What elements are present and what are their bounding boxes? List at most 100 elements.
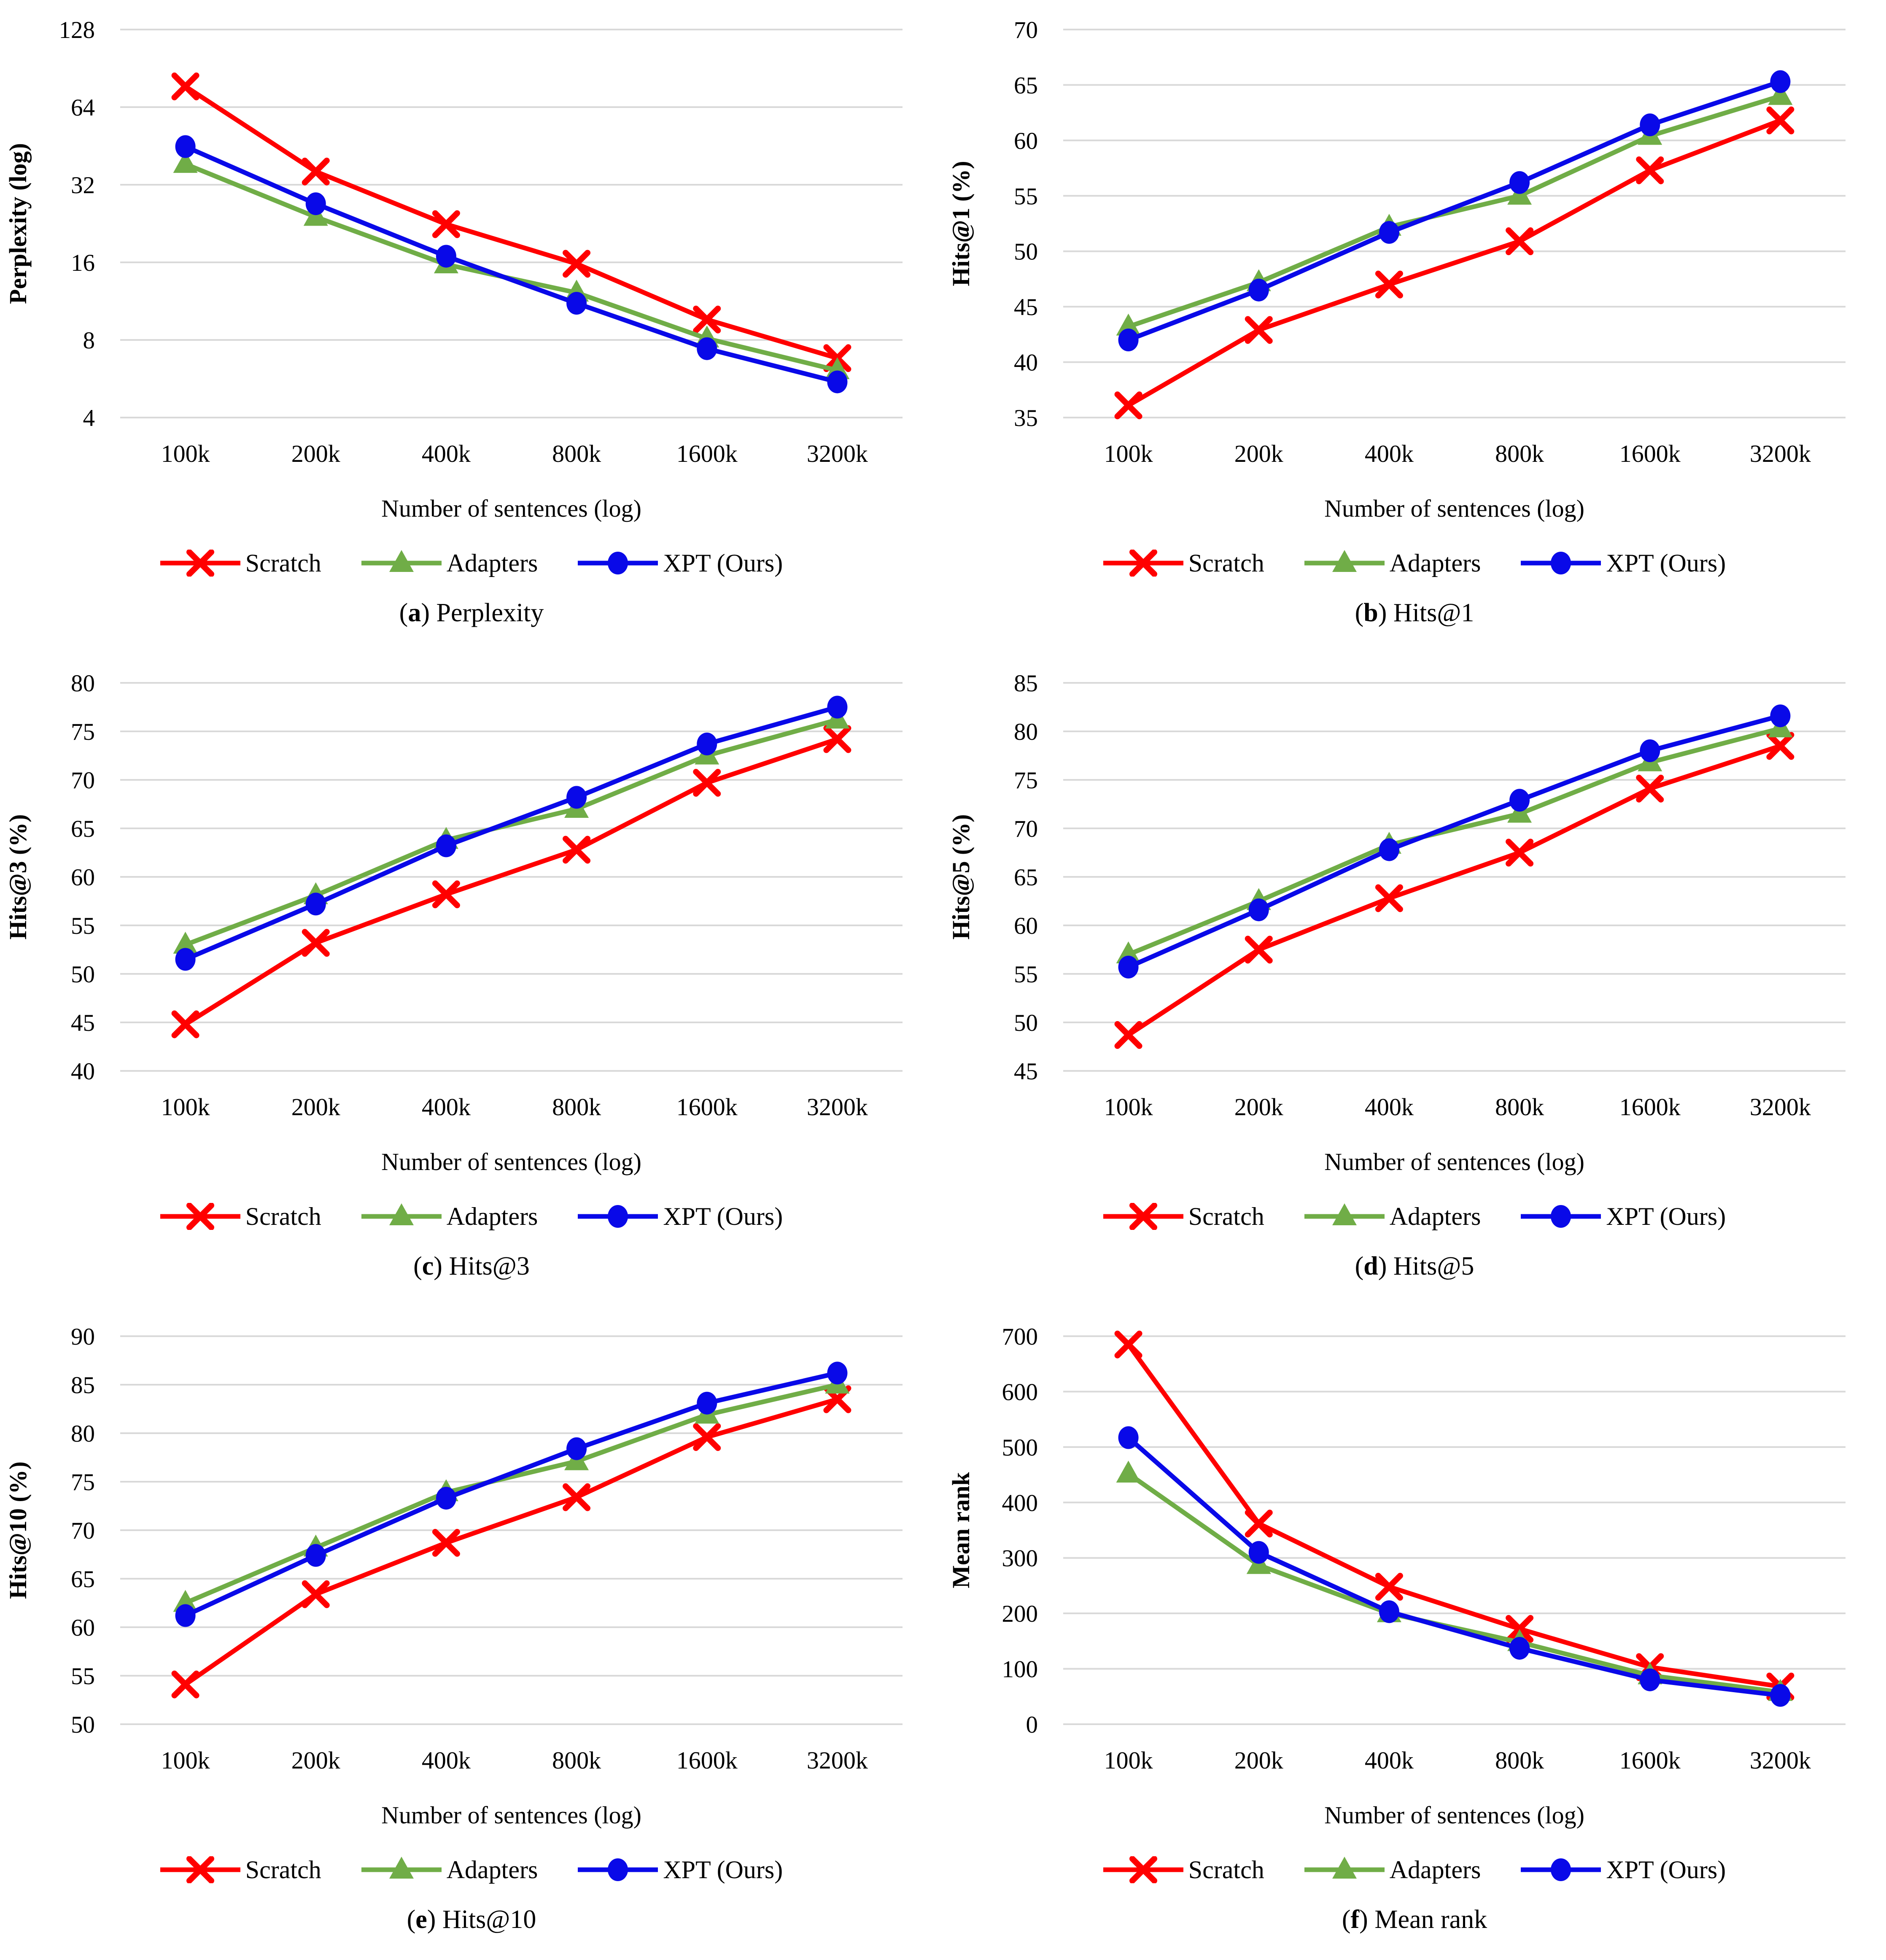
svg-text:3200k: 3200k [807, 1093, 868, 1121]
svg-text:80: 80 [1014, 719, 1038, 745]
svg-text:75: 75 [71, 719, 95, 745]
x-marker-icon [186, 1856, 214, 1883]
legend-x-swatch-icon [160, 550, 240, 577]
circle-marker-icon [1551, 1858, 1571, 1881]
series-line-xpt-ours [183, 1370, 840, 1618]
svg-text:400: 400 [1002, 1490, 1038, 1516]
circle-marker-icon [1551, 552, 1571, 574]
circle-marker-icon [436, 1487, 456, 1510]
series-adapters [1116, 1460, 1793, 1701]
svg-text:70: 70 [71, 767, 95, 794]
svg-text:800k: 800k [1495, 1093, 1544, 1121]
caption-letter: f [1350, 1905, 1360, 1934]
svg-text:60: 60 [71, 1615, 95, 1641]
svg-text:800k: 800k [1495, 1747, 1544, 1774]
legend-label-scratch: Scratch [245, 1202, 321, 1230]
circle-marker-icon [566, 1437, 587, 1460]
legend-hits5: Scratch Adapters XPT (Ours) [1103, 1202, 1726, 1231]
svg-text:40: 40 [71, 1058, 95, 1085]
caption-open-paren: ( [407, 1905, 416, 1934]
x-tick-labels: 100k 200k 400k 800k 1600k 3200k [1104, 1093, 1811, 1121]
circle-marker-icon [175, 1604, 196, 1627]
triangle-marker-icon [1116, 313, 1141, 336]
x-axis-title: Number of sentences (log) [1324, 1801, 1584, 1829]
legend-label-scratch: Scratch [1188, 1855, 1264, 1884]
series-line-scratch [183, 84, 840, 361]
triangle-marker-icon [389, 550, 414, 572]
x-marker-icon [302, 929, 330, 957]
panel-hits10: 50 55 60 65 70 75 80 85 90 100k 200k 400k 800k 1600k 3… [0, 1307, 943, 1960]
svg-text:100k: 100k [161, 440, 210, 467]
triangle-marker-icon [173, 1590, 198, 1612]
series-scratch [1114, 106, 1794, 420]
panel-hits5: 45 50 55 60 65 70 75 80 85 100k 200k 400k 800k 1600k 3… [943, 653, 1886, 1307]
svg-text:100k: 100k [161, 1747, 210, 1774]
caption-close-paren: ) [1378, 599, 1387, 627]
chart-perplexity: 4 8 16 32 64 128 100k 200k 400k 800k 1600k 3200k Num… [4, 17, 903, 522]
legend-label-xpt-ours: XPT (Ours) [663, 1855, 783, 1884]
legend-item-xpt-ours: XPT (Ours) [1521, 1202, 1726, 1231]
svg-text:60: 60 [1014, 913, 1038, 939]
x-marker-icon [1506, 838, 1534, 867]
svg-text:60: 60 [1014, 128, 1038, 154]
x-marker-icon [1114, 1330, 1142, 1359]
svg-text:400k: 400k [1365, 1093, 1414, 1121]
panel-mean-rank: 0 100 200 300 400 500 600 700 100k 200k 400k 800k 16… [943, 1307, 1886, 1960]
svg-text:85: 85 [71, 1372, 95, 1399]
legend-label-xpt-ours: XPT (Ours) [1606, 1855, 1726, 1884]
legend-circle-swatch-icon [1521, 1205, 1601, 1228]
caption-hits5: (d) Hits@5 [1355, 1251, 1474, 1281]
legend-label-adapters: Adapters [446, 1202, 538, 1230]
gridlines [120, 1335, 903, 1725]
y-axis-title: Hits@5 (%) [947, 814, 975, 939]
caption-open-paren: ( [413, 1252, 422, 1281]
circle-marker-icon [1118, 329, 1139, 351]
triangle-marker-icon [1768, 83, 1793, 105]
legend-x-swatch-icon [160, 1856, 240, 1883]
x-marker-icon [186, 550, 214, 577]
y-axis-title: Hits@10 (%) [4, 1461, 32, 1599]
legend-circle-swatch-icon [1521, 552, 1601, 574]
svg-text:1600k: 1600k [676, 1093, 738, 1121]
svg-text:200k: 200k [291, 1747, 340, 1774]
series-xpt-ours [1118, 70, 1791, 351]
svg-text:3200k: 3200k [1750, 1093, 1811, 1121]
svg-text:85: 85 [1014, 670, 1038, 697]
series-line-xpt-ours [1126, 1435, 1783, 1698]
legend-item-scratch: Scratch [160, 1855, 321, 1885]
svg-text:75: 75 [71, 1469, 95, 1496]
chart-mean-rank: 0 100 200 300 400 500 600 700 100k 200k 400k 800k 16… [947, 1324, 1846, 1829]
triangle-marker-icon [1116, 1460, 1141, 1483]
x-marker-icon [1245, 936, 1273, 964]
series-line-adapters [183, 717, 840, 947]
svg-text:1600k: 1600k [1619, 440, 1681, 467]
svg-text:65: 65 [1014, 72, 1038, 99]
x-marker-icon [1245, 316, 1273, 344]
x-marker-icon [823, 725, 851, 753]
legend-item-adapters: Adapters [1304, 1202, 1481, 1231]
series-scratch [1114, 732, 1794, 1049]
x-marker-icon [693, 768, 721, 797]
svg-text:65: 65 [71, 816, 95, 842]
x-marker-icon [1766, 732, 1794, 760]
legend-hits1: Scratch Adapters XPT (Ours) [1103, 548, 1726, 578]
svg-text:100k: 100k [1104, 1093, 1153, 1121]
x-marker-icon [302, 157, 330, 186]
svg-text:100k: 100k [1104, 1747, 1153, 1774]
circle-marker-icon [305, 192, 326, 216]
svg-text:400k: 400k [1365, 1747, 1414, 1774]
svg-text:3200k: 3200k [807, 440, 868, 467]
caption-title: Hits@1 [1393, 599, 1474, 627]
caption-mean-rank: (f) Mean rank [1342, 1905, 1487, 1935]
legend-circle-swatch-icon [578, 1858, 658, 1881]
circle-marker-icon [1118, 955, 1139, 979]
caption-title: Mean rank [1374, 1905, 1487, 1934]
legend-item-xpt-ours: XPT (Ours) [578, 549, 783, 578]
svg-text:60: 60 [71, 864, 95, 891]
caption-close-paren: ) [1378, 1252, 1387, 1281]
legend-triangle-swatch-icon [361, 1857, 442, 1879]
y-tick-labels: 4 8 16 32 64 128 [59, 17, 95, 431]
circle-marker-icon [1640, 113, 1660, 137]
caption-perplexity: (a) Perplexity [399, 598, 544, 628]
